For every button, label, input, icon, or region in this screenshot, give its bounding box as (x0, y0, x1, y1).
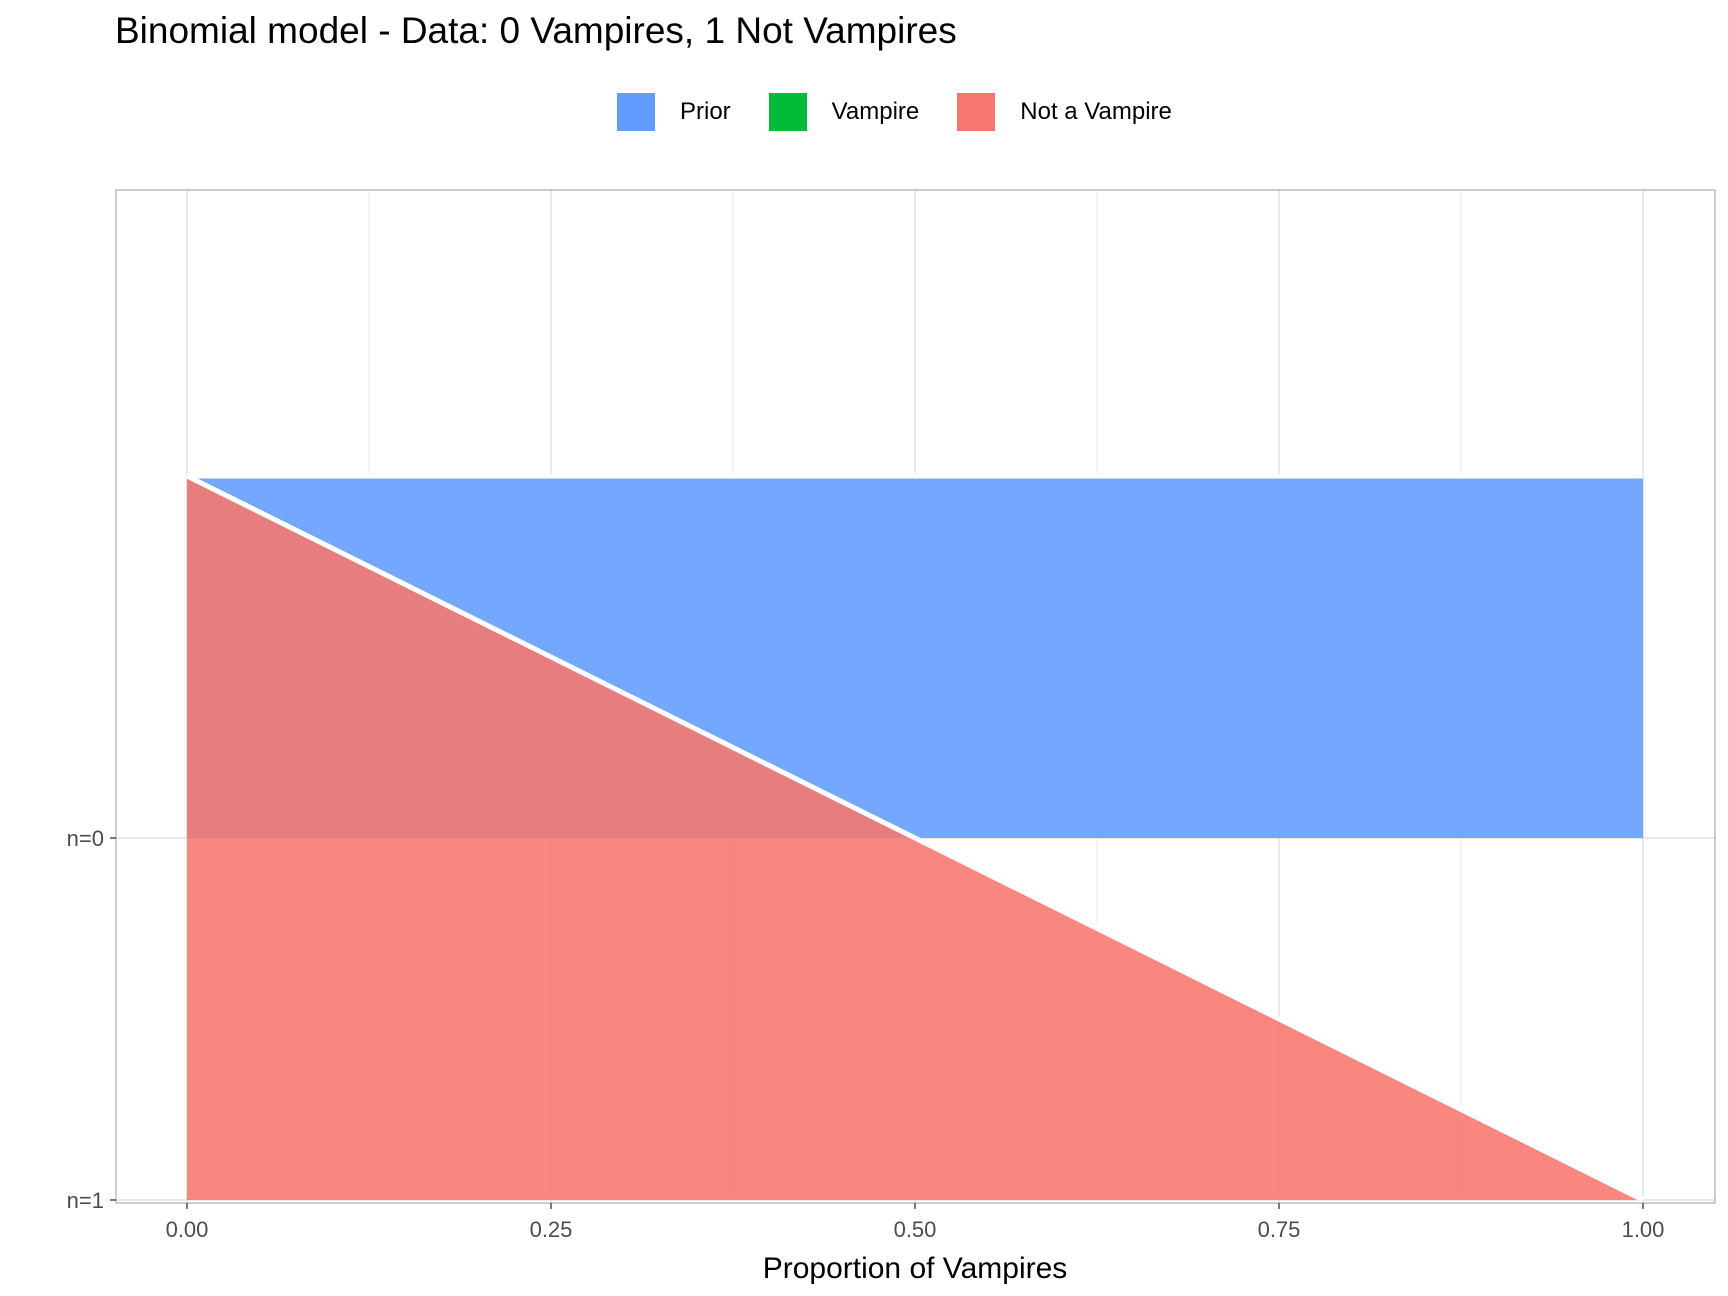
y-tick-label: n=0 (67, 826, 104, 851)
legend-item-prior: Prior (617, 93, 731, 131)
legend-label-vampire: Vampire (831, 98, 920, 125)
density-line-not-a-vampire (185, 473, 1645, 1203)
legend: Prior Vampire Not a Vampire (617, 92, 1210, 132)
legend-key-prior (617, 93, 655, 131)
y-axis: n=0 n=1 (67, 826, 116, 1213)
legend-key-vampire (768, 93, 807, 131)
legend-label-prior: Prior (680, 98, 731, 125)
x-tick-label: 0.00 (166, 1217, 209, 1242)
x-tick-label: 1.00 (1622, 1217, 1665, 1242)
x-tick-label: 0.50 (894, 1217, 937, 1242)
x-tick-label: 0.75 (1258, 1217, 1301, 1242)
legend-item-vampire: Vampire (768, 93, 920, 131)
x-tick-label: 0.25 (530, 1217, 573, 1242)
legend-item-not-a-vampire: Not a Vampire (957, 93, 1172, 131)
legend-key-not-a-vampire (957, 93, 996, 131)
chart-title: Binomial model - Data: 0 Vampires, 1 Not… (115, 10, 957, 51)
x-axis-label: Proportion of Vampires (763, 1252, 1068, 1285)
density-areas (185, 473, 1645, 1203)
y-tick-label: n=1 (67, 1188, 104, 1213)
x-axis: 0.00 0.25 0.50 0.75 1.00 (166, 1203, 1665, 1242)
legend-label-not-a-vampire: Not a Vampire (1020, 98, 1172, 125)
